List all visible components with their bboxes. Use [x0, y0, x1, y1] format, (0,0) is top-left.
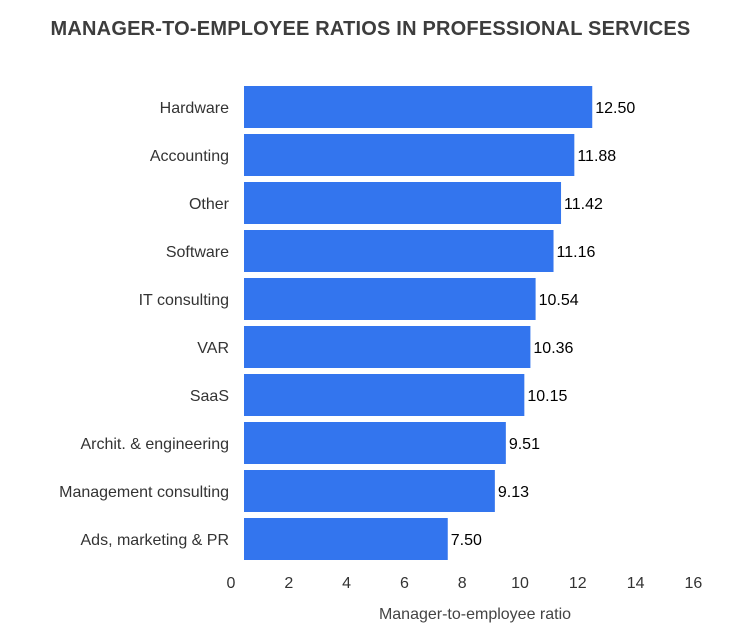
- x-tick-label: 16: [685, 575, 703, 592]
- x-tick-label: 12: [569, 575, 587, 592]
- value-label: 10.54: [539, 292, 579, 309]
- bar-hardware: [244, 86, 593, 128]
- bar-accounting: [244, 134, 575, 176]
- x-tick-label: 4: [342, 575, 351, 592]
- bar-management-consulting: [244, 470, 495, 512]
- category-label: SaaS: [190, 388, 229, 405]
- bar-other: [244, 182, 562, 224]
- bar-software: [244, 230, 554, 272]
- bar-it-consulting: [244, 278, 536, 320]
- bar-var: [244, 326, 531, 368]
- bar-archit-engineering: [244, 422, 506, 464]
- chart-title: MANAGER-TO-EMPLOYEE RATIOS IN PROFESSION…: [50, 18, 691, 40]
- category-label: Accounting: [150, 148, 229, 165]
- bar-ads-marketing-pr: [244, 518, 448, 560]
- category-label: VAR: [197, 340, 229, 357]
- category-label: Management consulting: [59, 484, 229, 501]
- x-tick-label: 8: [458, 575, 467, 592]
- value-label: 11.88: [577, 148, 616, 165]
- x-axis-label: Manager-to-employee ratio: [379, 606, 571, 623]
- category-label: IT consulting: [139, 292, 229, 309]
- x-tick-label: 2: [284, 575, 293, 592]
- value-label: 9.51: [509, 436, 540, 453]
- x-tick-label: 10: [511, 575, 529, 592]
- value-label: 10.15: [527, 388, 567, 405]
- x-tick-label: 14: [627, 575, 645, 592]
- value-label: 11.16: [557, 244, 596, 261]
- x-tick-label: 0: [227, 575, 236, 592]
- category-label: Ads, marketing & PR: [81, 532, 230, 549]
- category-label: Archit. & engineering: [80, 436, 229, 453]
- value-label: 9.13: [498, 484, 529, 501]
- bar-saas: [244, 374, 525, 416]
- category-label: Other: [189, 196, 230, 213]
- value-label: 12.50: [595, 100, 635, 117]
- category-label: Software: [166, 244, 229, 261]
- x-tick-label: 6: [400, 575, 409, 592]
- value-label: 11.42: [564, 196, 603, 213]
- category-label: Hardware: [160, 100, 229, 117]
- value-label: 7.50: [451, 532, 482, 549]
- value-label: 10.36: [533, 340, 573, 357]
